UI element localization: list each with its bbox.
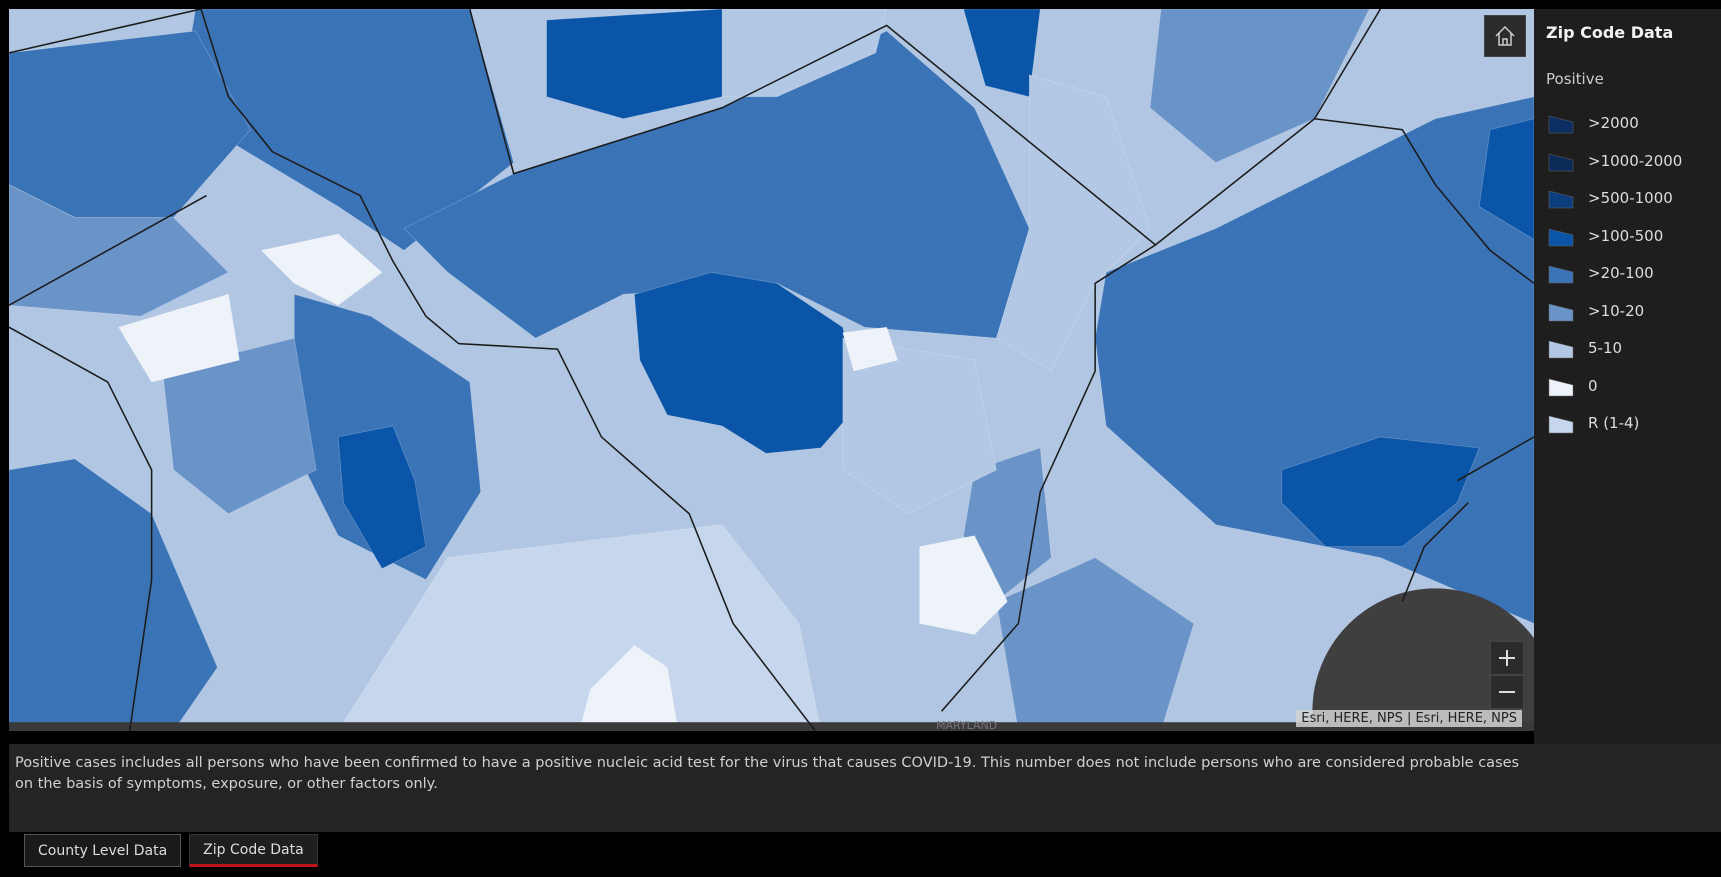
- zip-region: [1149, 9, 1370, 164]
- county-boundary: [1401, 502, 1469, 602]
- map[interactable]: MARYLAND Esri, HERE, NPS | Esri, HERE, N…: [9, 9, 1534, 731]
- zip-region: [842, 326, 899, 372]
- basemap-area: [1312, 588, 1534, 731]
- legend-item: >500-1000: [1548, 183, 1673, 213]
- legend-item: 5-10: [1548, 333, 1622, 363]
- swatch-shape: [1548, 303, 1574, 321]
- legend-label: >500-1000: [1588, 189, 1673, 207]
- county-boundary: [9, 9, 202, 54]
- legend-title: Zip Code Data: [1546, 23, 1674, 42]
- home-button[interactable]: [1484, 15, 1526, 57]
- legend-item: R (1-4): [1548, 408, 1639, 438]
- zip-region: [633, 271, 860, 454]
- description-text: Positive cases includes all persons who …: [15, 755, 1520, 792]
- attribution: Esri, HERE, NPS | Esri, HERE, NPS: [1296, 710, 1522, 727]
- zip-region: [546, 9, 723, 120]
- tab[interactable]: Zip Code Data: [189, 834, 318, 867]
- legend-swatch: [1548, 153, 1574, 171]
- county-boundary: [1456, 436, 1534, 482]
- zoom-out-button[interactable]: [1490, 675, 1524, 709]
- legend-label: >10-20: [1588, 301, 1645, 320]
- basemap-strip: [9, 722, 1534, 731]
- zip-region: [995, 74, 1151, 372]
- tab-bar: County Level Data Zip Code Data: [24, 834, 318, 867]
- zip-region: [337, 425, 427, 570]
- zoom-in-button[interactable]: [1490, 641, 1524, 675]
- county-boundary: [469, 9, 1157, 712]
- zip-region: [1281, 436, 1480, 548]
- tab[interactable]: County Level Data: [24, 834, 182, 867]
- swatch-shape: [1548, 228, 1574, 246]
- description-panel: Positive cases includes all persons who …: [9, 744, 1721, 832]
- legend-item: >10-20: [1548, 296, 1644, 326]
- zip-region: [118, 293, 240, 383]
- legend-label: >2000: [1588, 114, 1639, 132]
- zip-region: [162, 337, 317, 515]
- zip-region: [1478, 118, 1534, 240]
- legend-swatch: [1548, 303, 1574, 321]
- legend-label: >20-100: [1588, 264, 1654, 282]
- county-boundary: [1314, 117, 1534, 284]
- zip-region: [995, 557, 1195, 731]
- county-boundary: [200, 9, 816, 731]
- map-label: MARYLAND: [936, 719, 997, 731]
- zoom-in-icon: [1499, 650, 1515, 666]
- county-boundary: [9, 194, 207, 306]
- legend-panel: Zip Code Data Positive >2000 >1000-2000 >5…: [1534, 9, 1721, 832]
- zip-region: [919, 535, 1008, 635]
- zip-region: [260, 233, 383, 306]
- swatch-shape: [1548, 378, 1574, 396]
- home-icon: [1495, 25, 1515, 46]
- legend-item: >1000-2000: [1548, 146, 1682, 176]
- swatch-shape: [1548, 340, 1574, 359]
- swatch-shape: [1548, 115, 1574, 134]
- legend-swatch: [1548, 115, 1574, 134]
- legend-swatch: [1548, 265, 1574, 284]
- zip-region: [963, 9, 1041, 98]
- zip-region: [1094, 96, 1534, 624]
- county-boundary: [9, 326, 153, 731]
- zip-region: [337, 524, 822, 731]
- legend-label: >100-500: [1588, 226, 1664, 245]
- zip-region: [842, 337, 997, 515]
- legend-item: 0: [1548, 371, 1598, 401]
- legend-swatch: [1548, 340, 1574, 359]
- legend-label: R (1-4): [1588, 414, 1640, 432]
- swatch-shape: [1548, 153, 1574, 171]
- legend-item: >20-100: [1548, 258, 1654, 288]
- legend-swatch: [1548, 190, 1574, 209]
- zip-region: [9, 458, 218, 731]
- swatch-shape: [1548, 265, 1574, 284]
- zoom-out-icon: [1499, 691, 1515, 693]
- legend-item: >2000: [1548, 108, 1639, 138]
- swatch-shape: [1548, 415, 1574, 434]
- legend-item: >100-500: [1548, 221, 1663, 251]
- legend-swatch: [1548, 415, 1574, 434]
- legend-field: Positive: [1546, 70, 1604, 88]
- map-canvas: MARYLAND: [9, 9, 1534, 731]
- swatch-shape: [1548, 190, 1574, 209]
- legend-swatch: [1548, 378, 1574, 396]
- legend-label: 5-10: [1588, 339, 1623, 357]
- legend-label: >1000-2000: [1588, 151, 1683, 170]
- legend-label: 0: [1588, 376, 1598, 395]
- zip-region: [9, 184, 230, 317]
- legend-swatch: [1548, 228, 1574, 246]
